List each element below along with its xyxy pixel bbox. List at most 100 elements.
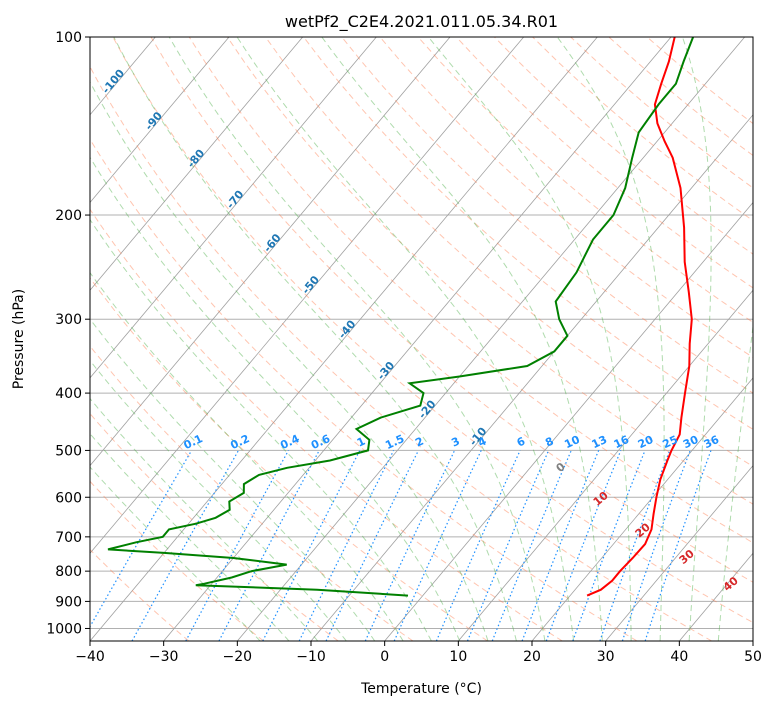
- moist-adiabat-line: [717, 322, 753, 641]
- x-axis-title: Temperature (°C): [360, 681, 482, 697]
- x-tick-label: −30: [149, 649, 179, 665]
- mixing-ratio-label: 0.6: [309, 432, 332, 452]
- y-tick-label: 700: [55, 530, 82, 546]
- moist-adiabat-line: [90, 359, 347, 641]
- y-axis-title: Pressure (hPa): [11, 289, 27, 389]
- moist-adiabat-line: [90, 318, 376, 641]
- mixing-ratio-label: 0.1: [182, 432, 205, 452]
- y-tick-label: 500: [55, 443, 82, 459]
- isotherm-label: -90: [142, 109, 165, 133]
- mixing-ratio-line: [599, 450, 671, 641]
- mixing-ratio-label: 6: [515, 434, 528, 449]
- moist-adiabat-line: [90, 271, 404, 641]
- y-tick-label: 900: [55, 594, 82, 610]
- plot-area: [0, 37, 753, 641]
- dry-adiabat-line: [417, 37, 753, 323]
- mixing-ratio-line: [491, 450, 572, 641]
- isotherm-line: [90, 37, 451, 467]
- dry-adiabat-line: [608, 37, 753, 157]
- mixing-ratio-line: [621, 450, 691, 641]
- mixing-ratio-line: [298, 450, 395, 641]
- dry-adiabat-line: [494, 37, 753, 255]
- mixing-ratio-line: [521, 450, 600, 641]
- moist-adiabat-line: [90, 218, 432, 641]
- moist-adiabat-line: [236, 37, 575, 641]
- moist-adiabat-label: 30: [677, 547, 697, 567]
- y-tick-label: 100: [55, 30, 82, 46]
- chart-title: wetPf2_C2E4.2021.011.05.34.R01: [285, 12, 558, 32]
- moist-adiabat-line: [428, 37, 632, 641]
- mixing-ratio-line: [644, 450, 712, 641]
- x-tick-label: −40: [75, 649, 105, 665]
- y-tick-label: 400: [55, 386, 82, 402]
- isotherm-label: -100: [100, 67, 128, 97]
- x-tick-label: 10: [449, 649, 467, 665]
- moist-adiabat-line: [90, 80, 489, 641]
- isotherm-label: -50: [299, 273, 322, 297]
- dry-adiabat-line: [90, 65, 712, 641]
- moist-adiabat-line: [556, 37, 665, 641]
- dry-adiabat-line: [532, 37, 753, 222]
- dry-adiabat-line: [90, 412, 339, 641]
- isotherm-line: [90, 37, 230, 204]
- dry-adiabat-line: [112, 37, 753, 624]
- isotherm-line: [458, 289, 753, 641]
- dry-adiabat-line: [265, 37, 753, 467]
- mixing-ratio-label: 36: [702, 433, 722, 451]
- mixing-ratio-label: 10: [562, 433, 582, 451]
- moist-adiabat-label: 10: [591, 489, 611, 509]
- moist-adiabat-label: 20: [633, 520, 653, 540]
- mixing-ratio-line: [325, 450, 419, 641]
- mixing-ratio-line: [185, 450, 290, 641]
- mixing-ratio-line: [262, 450, 361, 641]
- y-tick-label: 1000: [46, 621, 82, 637]
- mixing-ratio-line: [218, 450, 320, 641]
- dry-adiabat-line: [455, 37, 753, 289]
- dry-adiabat-line: [570, 37, 753, 189]
- mixing-ratio-label: 30: [681, 433, 701, 451]
- mixing-ratio-label: 4: [476, 434, 489, 449]
- x-tick-label: 20: [523, 649, 541, 665]
- background-lines: [0, 37, 753, 641]
- isotherm-line: [163, 37, 672, 641]
- mixing-ratio-label: 8: [543, 435, 555, 450]
- dry-adiabat-line: [226, 37, 753, 505]
- moist-adiabat-line: [113, 37, 517, 641]
- mixing-ratio-label: 0.2: [228, 432, 251, 452]
- mixing-ratio-line: [90, 450, 193, 628]
- mixing-ratio-label: 0.4: [278, 432, 301, 452]
- mixing-ratio-label: 25: [661, 433, 680, 451]
- plot-frame: [89, 36, 754, 642]
- y-tick-label: 800: [55, 564, 82, 580]
- isotherm-line: [237, 37, 745, 641]
- y-axis: 100 200 300 400 500 600 700 800 900 1000: [46, 30, 90, 637]
- moist-adiabat-line: [90, 397, 319, 641]
- x-tick-label: 30: [597, 649, 615, 665]
- dry-adiabat-line: [646, 37, 753, 125]
- isotherm-label: -80: [185, 147, 208, 171]
- mixing-ratio-label: 13: [590, 433, 609, 451]
- isotherm-line: [0, 37, 8, 641]
- mixing-ratio-label: 3: [449, 435, 461, 450]
- y-tick-label: 200: [55, 208, 82, 224]
- moist-adiabat-line: [682, 37, 712, 641]
- temperature-profile-line: [586, 37, 693, 597]
- x-tick-label: 40: [670, 649, 688, 665]
- mixing-ratio-line: [131, 450, 240, 641]
- isotherm-line: [90, 37, 524, 554]
- x-axis: −40 −30 −20 −10 0 10 20 30 40 50: [75, 641, 762, 665]
- dry-adiabat-line: [150, 37, 753, 583]
- mixing-ratio-line: [466, 450, 550, 641]
- mixing-ratio-line: [545, 450, 622, 641]
- moist-adiabat-line: [90, 156, 461, 641]
- x-tick-label: −10: [296, 649, 326, 665]
- isotherm-line: [90, 37, 598, 641]
- y-tick-label: 300: [55, 312, 82, 328]
- mixing-ratio-label: 16: [612, 433, 632, 451]
- isotherm-label: -40: [336, 317, 359, 341]
- moist-adiabat-line: [168, 37, 546, 641]
- isotherm-label: -30: [375, 359, 398, 383]
- dry-adiabat-line: [341, 37, 753, 394]
- mixing-ratio-line: [393, 450, 482, 641]
